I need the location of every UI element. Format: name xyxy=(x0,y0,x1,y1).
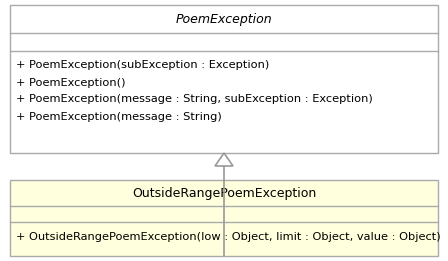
Polygon shape xyxy=(215,153,233,166)
Bar xyxy=(10,180,438,256)
Text: PoemException: PoemException xyxy=(176,13,272,26)
Text: + PoemException(subException : Exception): + PoemException(subException : Exception… xyxy=(16,61,269,70)
Text: + PoemException(message : String, subException : Exception): + PoemException(message : String, subExc… xyxy=(16,94,373,104)
Bar xyxy=(10,5,438,153)
Text: + OutsideRangePoemException(low : Object, limit : Object, value : Object): + OutsideRangePoemException(low : Object… xyxy=(16,232,441,241)
Text: OutsideRangePoemException: OutsideRangePoemException xyxy=(132,187,316,199)
Text: + PoemException(): + PoemException() xyxy=(16,78,125,87)
Text: + PoemException(message : String): + PoemException(message : String) xyxy=(16,111,222,122)
